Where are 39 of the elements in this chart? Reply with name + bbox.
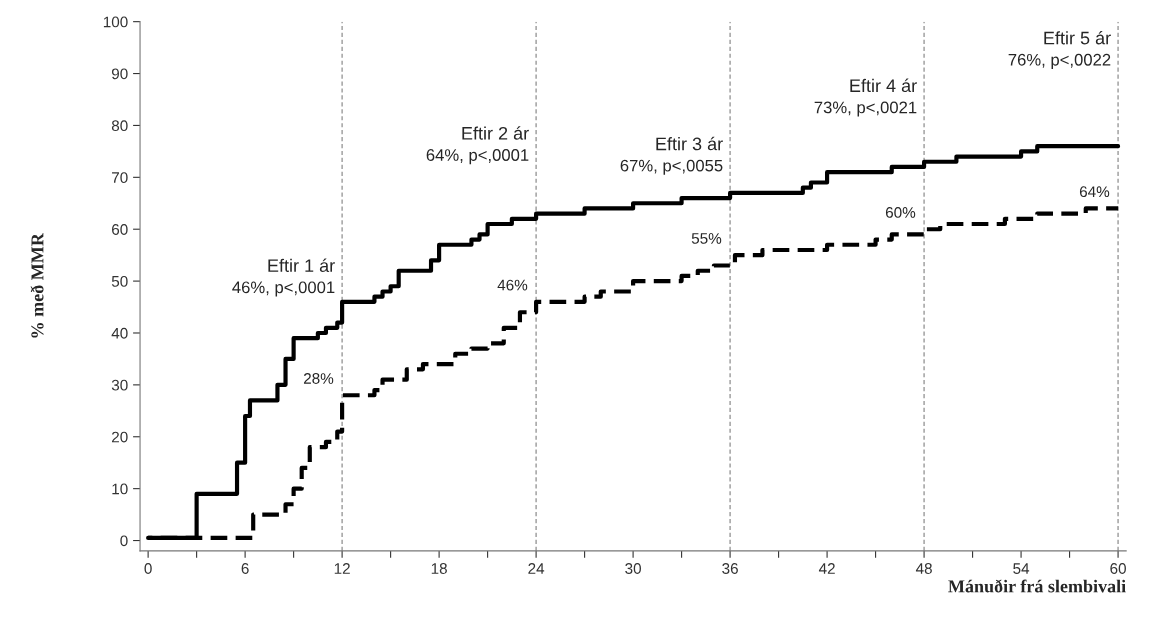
ref-line-label: Eftir 2 ár	[462, 126, 529, 140]
x-tick-label: 48	[915, 563, 932, 574]
annotation: 64%	[1079, 186, 1110, 198]
y-tick-label: 80	[111, 120, 128, 132]
y-axis-title: % með MMR	[30, 232, 44, 338]
y-tick-label: 20	[112, 431, 128, 443]
annotation: 60%	[885, 207, 916, 218]
ref-line-label: Eftir 3 ár	[656, 136, 723, 151]
x-tick-label: 6	[241, 563, 249, 574]
x-tick-label: 18	[431, 563, 447, 574]
annotation: 28%	[303, 373, 334, 384]
annotation: 67%, p<,0055	[620, 159, 723, 175]
annotation: 46%	[497, 279, 528, 291]
x-tick-label: 0	[144, 563, 152, 574]
x-tick-label: 36	[722, 563, 738, 574]
annotation: 76%, p<,0022	[1008, 53, 1111, 69]
y-tick-label: 10	[112, 483, 128, 495]
annotation: 73%, p<,0021	[814, 101, 917, 117]
ref-line-label: Eftir 5 ár	[1044, 30, 1111, 45]
annotation: 64%, p<,0001	[426, 149, 529, 165]
x-tick-label: 24	[528, 563, 545, 574]
y-tick-label: 0	[120, 535, 128, 547]
x-axis-title: Mánuðir frá slembivali	[948, 579, 1126, 593]
x-tick-label: 12	[334, 563, 350, 574]
annotation: 46%, p<,0001	[232, 281, 335, 297]
x-tick-label: 54	[1013, 563, 1030, 574]
x-tick-label: 42	[818, 563, 835, 574]
x-tick-label: 60	[1110, 563, 1126, 574]
y-tick-label: 70	[112, 172, 128, 184]
annotation: 55%	[691, 233, 722, 244]
y-tick-label: 100	[103, 16, 128, 28]
ref-line-label: Eftir 1 ár	[268, 258, 335, 273]
y-tick-label: 30	[111, 379, 128, 391]
y-tick-label: 90	[111, 68, 128, 80]
y-tick-label: 60	[112, 224, 128, 235]
y-tick-label: 40	[111, 327, 128, 339]
x-tick-label: 30	[625, 563, 641, 574]
y-tick-label: 50	[111, 275, 128, 287]
ref-line-label: Eftir 4 ár	[850, 78, 917, 93]
